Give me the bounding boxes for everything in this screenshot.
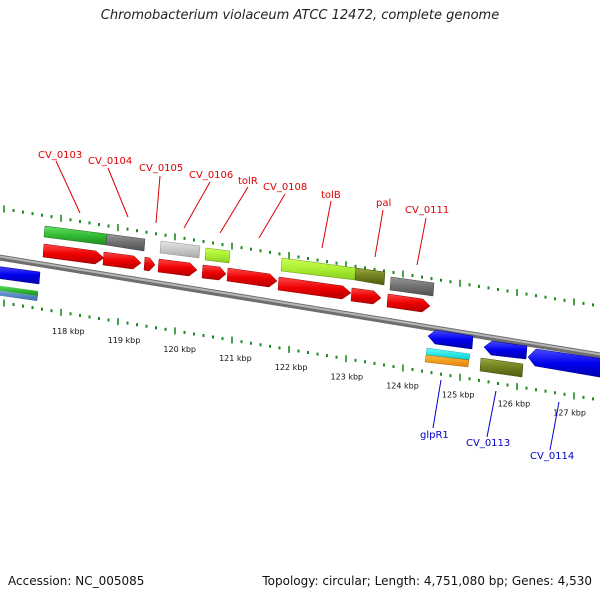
cds-arrow-cv0105[interactable] (143, 256, 156, 272)
gene-label-cv0106[interactable]: CV_0106 (189, 170, 233, 181)
scale-label: 125 kbp (442, 390, 475, 399)
cds-arrow-cv0108[interactable] (226, 267, 278, 288)
gene-label-cv0111[interactable]: CV_0111 (405, 205, 449, 216)
upper-label-leaders (55, 160, 427, 266)
cds-arrow-cv0106[interactable] (157, 258, 198, 277)
forward-cds-track (42, 243, 431, 313)
feature-left-steel[interactable] (0, 290, 38, 301)
feature-cv0106-upper[interactable] (204, 247, 231, 264)
scale-label: 122 kbp (275, 363, 308, 372)
gene-label-tolr[interactable]: tolR (238, 176, 258, 187)
cds-arrow-cv0103[interactable] (42, 243, 105, 265)
feature-cv0111-upper[interactable] (389, 276, 435, 297)
cds-arrow-tolr[interactable] (201, 264, 227, 281)
lower-gene-labels: glpR1 CV_0113 CV_0114 (420, 430, 574, 462)
scale-label: 124 kbp (386, 381, 419, 390)
upper-gene-labels: CV_0103 CV_0104 CV_0105 CV_0106 tolR CV_… (38, 150, 449, 216)
cds-arrow-cv0113[interactable] (483, 340, 528, 360)
map-title: Chromobacterium violaceum ATCC 12472, co… (100, 8, 500, 23)
gene-label-tolb[interactable]: tolB (321, 190, 341, 201)
reverse-cds-track (424, 329, 600, 378)
gene-label-cv0108[interactable]: CV_0108 (263, 182, 307, 193)
gene-label-cv0114[interactable]: CV_0114 (530, 451, 574, 462)
left-edge-features (0, 266, 41, 301)
gene-label-cv0105[interactable]: CV_0105 (139, 163, 183, 174)
cds-arrow-tolb[interactable] (277, 276, 352, 300)
cds-arrow-cv0114[interactable] (527, 348, 600, 378)
scale-labels: 118 kbp 119 kbp 120 kbp 121 kbp 122 kbp 123 k… (52, 327, 586, 417)
feature-cv0104-upper[interactable] (105, 233, 146, 252)
cds-arrow-glpr1[interactable] (427, 329, 474, 350)
gene-label-cv0113[interactable]: CV_0113 (466, 438, 510, 449)
lower-tick-track (3, 299, 594, 401)
scale-label: 118 kbp (52, 327, 85, 336)
accession-text: Accession: NC_005085 (8, 574, 145, 588)
feature-cv0113-olive[interactable] (479, 357, 524, 378)
upper-feature-track (43, 225, 435, 297)
cds-arrow-pal[interactable] (350, 287, 382, 305)
upper-tick-track (3, 205, 594, 307)
genome-backbone (0, 254, 600, 359)
scale-label: 119 kbp (108, 336, 141, 345)
scale-label: 121 kbp (219, 354, 252, 363)
feature-cv0103-upper[interactable] (43, 225, 108, 246)
gene-label-cv0103[interactable]: CV_0103 (38, 150, 82, 161)
cds-arrow-cv0104[interactable] (102, 251, 142, 270)
scale-label: 123 kbp (331, 372, 364, 381)
gene-label-cv0104[interactable]: CV_0104 (88, 156, 132, 167)
feature-glpr1-orange[interactable] (424, 354, 470, 368)
scale-label: 126 kbp (498, 399, 531, 408)
genome-summary-text: Topology: circular; Length: 4,751,080 bp… (262, 574, 592, 588)
feature-left-green[interactable] (0, 285, 38, 296)
feature-cv0105-upper[interactable] (159, 240, 201, 259)
lower-label-leaders (432, 379, 560, 451)
reverse-cds-arrow-left[interactable] (0, 266, 41, 285)
cds-arrow-cv0111[interactable] (386, 293, 431, 313)
gene-label-pal[interactable]: pal (376, 198, 391, 209)
feature-pal-upper[interactable] (354, 267, 386, 286)
scale-label: 127 kbp (553, 408, 586, 417)
gene-label-glpr1[interactable]: glpR1 (420, 430, 449, 441)
scale-label: 120 kbp (163, 345, 196, 354)
